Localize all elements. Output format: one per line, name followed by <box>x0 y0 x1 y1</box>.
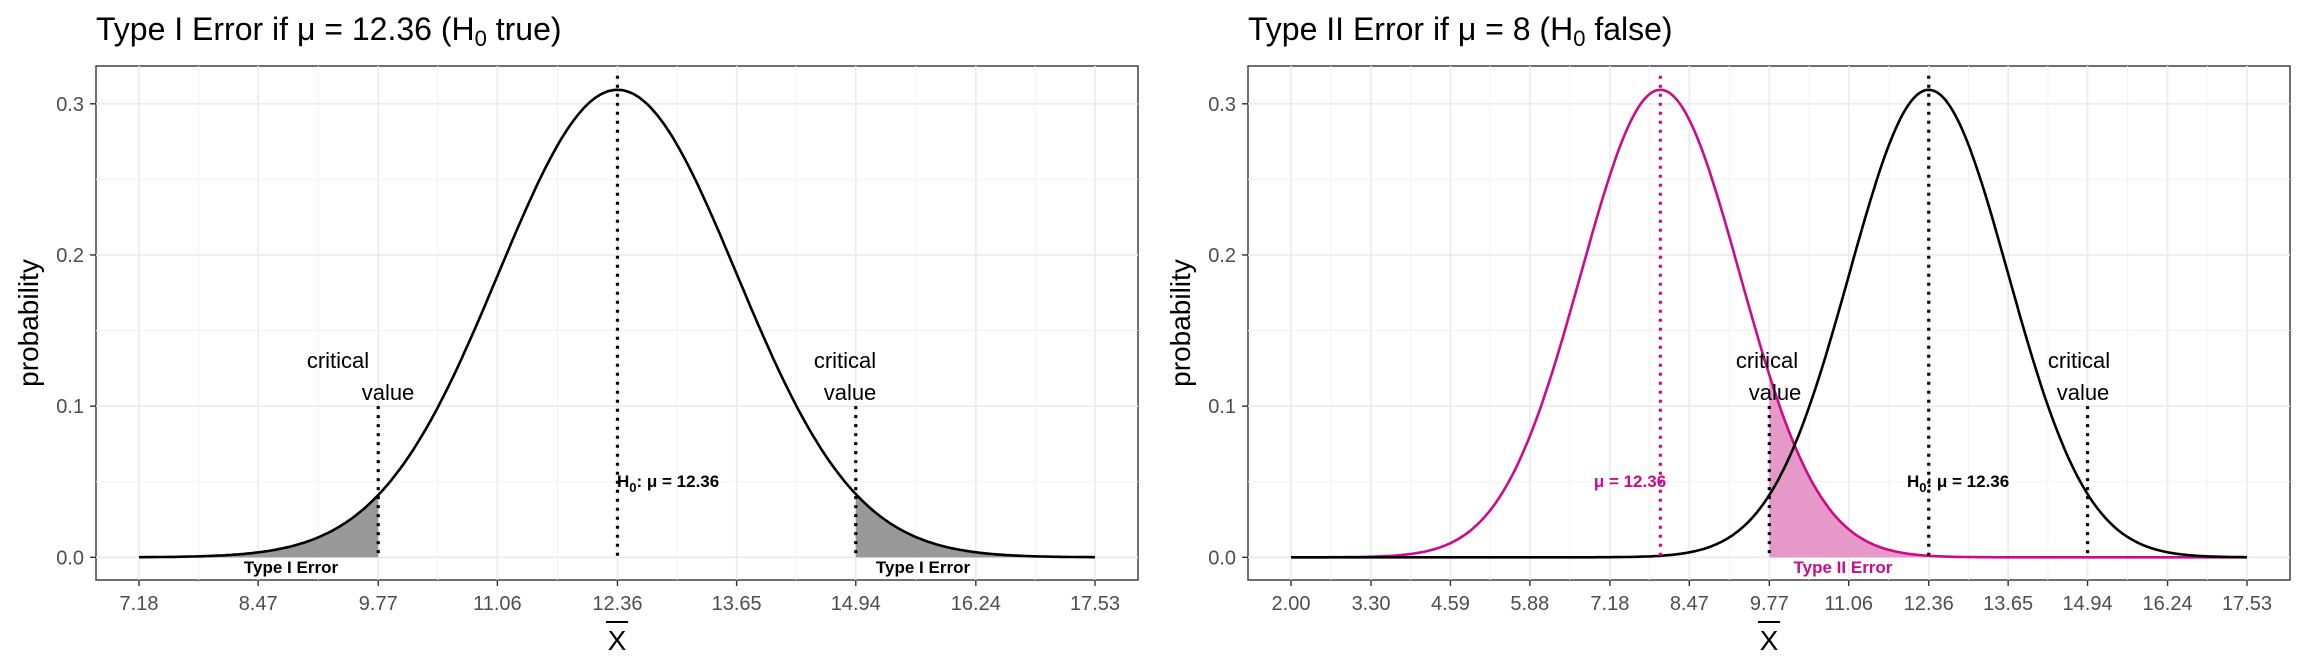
panel1-h0-label: H0: μ = 12.36 <box>617 472 719 495</box>
panel2-x-ticks: 2.00 3.30 4.59 5.88 7.18 8.47 9.77 11.06 12.36 13… <box>1272 580 2272 615</box>
panel2-curves <box>1291 88 2247 559</box>
x-tick-label: 7.18 <box>120 593 159 615</box>
x-tick-label: 8.47 <box>1670 593 1709 615</box>
x-tick-label: 11.06 <box>473 593 522 615</box>
panel1-y-axis-label: probability <box>13 259 44 387</box>
y-tick-label: 0.0 <box>1208 547 1236 569</box>
y-tick-label: 0.3 <box>1208 94 1236 116</box>
panel1-crit-right-label-1: critical <box>814 348 876 373</box>
panel1-x-axis-label: X <box>608 625 627 656</box>
density-curve-2 <box>1291 88 2247 559</box>
panel1-title: Type I Error if μ = 12.36 (H0 true) <box>96 11 562 51</box>
x-tick-label: 14.94 <box>2063 593 2113 615</box>
panel1-crit-left-label-2: value <box>362 380 415 405</box>
y-tick-label: 0.3 <box>56 94 84 116</box>
x-tick-label: 12.36 <box>1904 593 1954 615</box>
panel1-crit-left-label-1: critical <box>307 348 369 373</box>
panel2-h0-label: H0: μ = 12.36 <box>1907 472 2009 495</box>
density-curve-1 <box>1291 88 2247 559</box>
panel2-crit-right-label-2: value <box>2057 380 2110 405</box>
x-tick-label: 13.65 <box>1983 593 2033 615</box>
panel2-y-axis-label: probability <box>1165 259 1196 387</box>
x-tick-label: 7.18 <box>1590 593 1629 615</box>
y-tick-label: 0.1 <box>1208 396 1236 418</box>
x-tick-label: 9.77 <box>359 593 398 615</box>
panel2-y-ticks: 0.0 0.1 0.2 0.3 <box>1208 94 1248 569</box>
panel2-crit-left-label-1: critical <box>1736 348 1798 373</box>
x-tick-label: 14.94 <box>831 593 881 615</box>
y-tick-label: 0.2 <box>1208 245 1236 267</box>
x-tick-label: 8.47 <box>239 593 278 615</box>
shaded-region-1 <box>139 495 379 558</box>
panel1-type-i-error-left: Type I Error <box>244 558 339 577</box>
panel2-x-axis-label: X <box>1760 625 1779 656</box>
panel-type-ii: Type II Error if μ = 8 (H0 false) 2.00 3.… <box>1165 11 2291 656</box>
shaded-region-2 <box>855 494 1095 558</box>
x-tick-label: 3.30 <box>1352 593 1391 615</box>
panel1-curves <box>139 88 1095 559</box>
x-tick-label: 17.53 <box>2222 593 2272 615</box>
x-tick-label: 17.53 <box>1070 593 1120 615</box>
x-tick-label: 16.24 <box>951 593 1001 615</box>
density-curve-1 <box>139 88 1095 559</box>
panel-type-i: Type I Error if μ = 12.36 (H0 true) 7.18… <box>13 11 1139 656</box>
panel1-x-ticks: 7.18 8.47 9.77 11.06 12.36 13.65 14.94 16.24 17.… <box>120 580 1120 615</box>
x-tick-label: 9.77 <box>1750 593 1789 615</box>
panel2-type-ii-error-label: Type II Error <box>1794 558 1893 577</box>
x-tick-label: 12.36 <box>592 593 642 615</box>
panel2-shaded-regions <box>1769 374 2247 558</box>
x-tick-label: 4.59 <box>1431 593 1470 615</box>
y-tick-label: 0.2 <box>56 245 84 267</box>
x-tick-label: 5.88 <box>1510 593 1549 615</box>
x-tick-label: 11.06 <box>1824 593 1873 615</box>
x-tick-label: 16.24 <box>2143 593 2193 615</box>
y-tick-label: 0.0 <box>56 547 84 569</box>
panel2-alt-mean-label: μ = 12.36 <box>1594 472 1666 491</box>
panel1-crit-right-label-2: value <box>824 380 877 405</box>
panel1-shaded-regions <box>139 494 1095 558</box>
panel2-grid <box>1248 66 2290 580</box>
shaded-region-1 <box>1769 374 2247 558</box>
panel1-y-ticks: 0.0 0.1 0.2 0.3 <box>56 94 96 569</box>
x-tick-label: 13.65 <box>712 593 762 615</box>
panel2-crit-right-label-1: critical <box>2048 348 2110 373</box>
panel2-crit-left-label-2: value <box>1749 380 1802 405</box>
y-tick-label: 0.1 <box>56 396 84 418</box>
panel2-title: Type II Error if μ = 8 (H0 false) <box>1248 11 1673 51</box>
panel1-type-i-error-right: Type I Error <box>876 558 971 577</box>
x-tick-label: 2.00 <box>1272 593 1311 615</box>
